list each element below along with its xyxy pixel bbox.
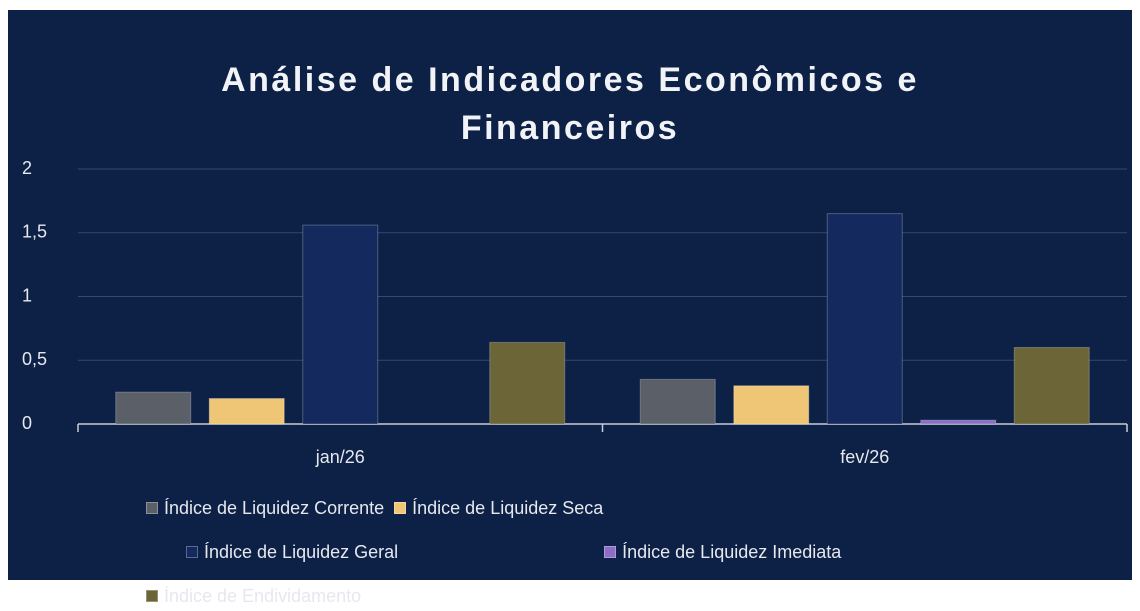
chart: 0 0,5 1 1,5 2 jan/26 fev/26	[22, 158, 1128, 467]
legend-item: Índice de Liquidez Geral	[186, 537, 398, 567]
bar	[639, 378, 716, 425]
bar	[302, 224, 379, 425]
legend-swatch	[186, 546, 198, 558]
legend-item: Índice de Endividamento	[146, 581, 361, 611]
legend: Índice de Liquidez Corrente Índice de Liq…	[146, 493, 1006, 611]
bar	[115, 391, 192, 425]
bar	[208, 398, 285, 425]
legend-label: Índice de Liquidez Geral	[204, 541, 399, 562]
bar	[826, 213, 903, 425]
y-tick-label: 0,5	[22, 349, 47, 369]
bar	[489, 341, 566, 425]
y-tick-label: 0	[22, 413, 32, 433]
x-tick-label: jan/26	[315, 447, 365, 467]
legend-swatch	[146, 502, 158, 514]
legend-swatch	[394, 502, 407, 514]
y-tick-label: 1	[22, 285, 32, 305]
bar	[920, 419, 997, 425]
chart-title: Análise de Indicadores Econômicos e Fina…	[221, 61, 919, 147]
page: 0 0,5 1 1,5 2 jan/26 fev/26 Análise de Indicad…	[8, 10, 1132, 606]
legend-swatch	[604, 546, 617, 558]
legend-item: Índice de Liquidez Seca	[394, 493, 603, 523]
bar	[733, 385, 810, 425]
legend-label: Índice de Liquidez Imediata	[622, 541, 842, 562]
y-tick-label: 1,5	[22, 222, 47, 242]
bar	[1013, 347, 1090, 425]
y-tick-label: 2	[22, 158, 32, 178]
legend-item: Índice de Liquidez Corrente	[146, 493, 384, 523]
x-tick-label: fev/26	[840, 447, 889, 467]
legend-label: Índice de Liquidez Corrente	[164, 497, 385, 518]
chart-background	[8, 10, 1132, 580]
legend-item: Índice de Liquidez Imediata	[604, 537, 841, 567]
legend-swatch	[146, 590, 158, 602]
legend-label: Índice de Endividamento	[164, 585, 362, 606]
legend-label: Índice de Liquidez Seca	[412, 497, 604, 518]
